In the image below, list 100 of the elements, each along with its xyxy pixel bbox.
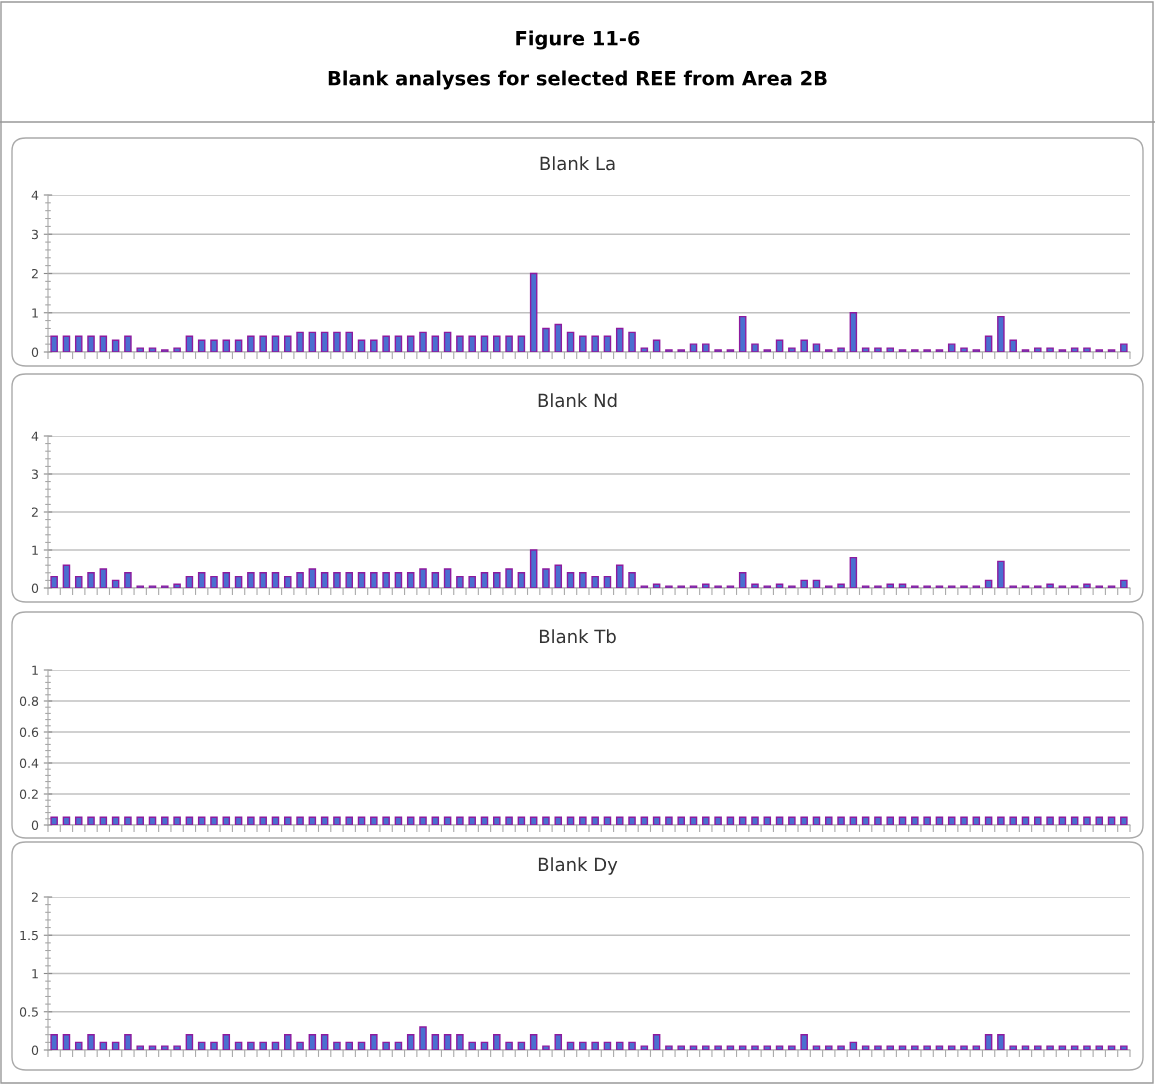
y-tick-label: 0.8 <box>19 696 39 706</box>
bar <box>382 572 390 588</box>
caption: Figure 11-6 <box>516 30 640 50</box>
bar <box>800 579 808 588</box>
bar <box>542 1045 550 1050</box>
bar <box>333 1041 341 1050</box>
bar <box>197 572 206 588</box>
bar <box>1034 347 1042 352</box>
bar <box>468 1041 476 1050</box>
bar <box>579 1041 587 1050</box>
bar <box>308 568 317 588</box>
bar <box>702 1045 710 1050</box>
bar <box>1120 343 1128 352</box>
bar <box>161 1045 169 1050</box>
bar <box>197 339 206 352</box>
bar <box>1083 347 1091 352</box>
bar <box>271 335 280 352</box>
bar <box>320 331 329 352</box>
bar <box>702 343 710 352</box>
bar <box>173 347 181 352</box>
bar <box>997 1034 1005 1050</box>
y-tick-label: 4 <box>31 431 39 441</box>
bar <box>886 583 895 588</box>
bar <box>566 331 575 352</box>
bar <box>837 1045 845 1050</box>
bar <box>911 1045 919 1050</box>
bar <box>824 1045 833 1050</box>
bar <box>751 583 759 588</box>
bar <box>554 323 563 352</box>
bar <box>628 331 636 352</box>
bar <box>812 1045 821 1050</box>
bar <box>738 315 747 352</box>
bar <box>148 1045 157 1050</box>
bar <box>615 1041 624 1050</box>
bar <box>283 1034 292 1050</box>
bar <box>517 572 526 588</box>
bar <box>308 331 317 352</box>
bar <box>74 335 83 352</box>
y-tick-label: 2 <box>31 892 38 902</box>
bar <box>210 575 218 588</box>
bar <box>345 331 354 352</box>
bar <box>222 572 231 588</box>
bar <box>370 572 378 588</box>
bar <box>333 331 341 352</box>
y-tick-label: 0 <box>31 820 39 830</box>
bar <box>419 331 427 352</box>
bar <box>259 572 267 588</box>
bar <box>751 343 759 352</box>
bar <box>394 572 403 588</box>
bar <box>136 1045 144 1050</box>
bar <box>210 1041 218 1050</box>
bar <box>1083 1045 1091 1050</box>
bar <box>345 572 354 588</box>
bar <box>259 335 267 352</box>
bar <box>628 1041 636 1050</box>
bar <box>197 1041 206 1050</box>
bar <box>357 1041 366 1050</box>
bar <box>493 335 501 352</box>
bar <box>111 1041 120 1050</box>
bar <box>529 272 538 352</box>
bar <box>431 572 440 588</box>
bar <box>677 1045 685 1050</box>
bar <box>50 575 58 588</box>
bar <box>1120 1045 1128 1050</box>
bar <box>271 1041 280 1050</box>
bar <box>296 572 304 588</box>
bar <box>406 572 415 588</box>
bar <box>615 564 624 588</box>
bar <box>1070 347 1079 352</box>
y-tick-label: 3 <box>31 469 38 479</box>
bar <box>185 335 194 352</box>
bar <box>1046 347 1054 352</box>
bar <box>283 575 292 588</box>
y-tick-label: 1 <box>32 969 38 979</box>
y-tick-label: 0.6 <box>19 727 39 737</box>
bar <box>579 572 587 588</box>
bar <box>702 583 710 588</box>
bar <box>210 339 218 352</box>
bar <box>603 335 612 352</box>
bar <box>542 568 550 588</box>
bar <box>468 335 476 352</box>
y-tick-label: 0 <box>31 347 39 357</box>
bar <box>480 1041 489 1050</box>
bar <box>111 339 120 352</box>
bar <box>751 1045 759 1050</box>
bar <box>689 343 698 352</box>
bar <box>738 1045 747 1050</box>
bar <box>1034 1045 1042 1050</box>
bar <box>62 1034 71 1050</box>
bar <box>50 335 58 352</box>
bar <box>456 1034 464 1050</box>
bar <box>529 549 538 588</box>
bar <box>665 1045 673 1050</box>
bar <box>357 339 366 352</box>
bar <box>984 335 993 352</box>
bar <box>1058 1045 1067 1050</box>
bar <box>640 1045 649 1050</box>
bar <box>775 339 784 352</box>
bar <box>874 347 882 352</box>
bar <box>591 1041 599 1050</box>
